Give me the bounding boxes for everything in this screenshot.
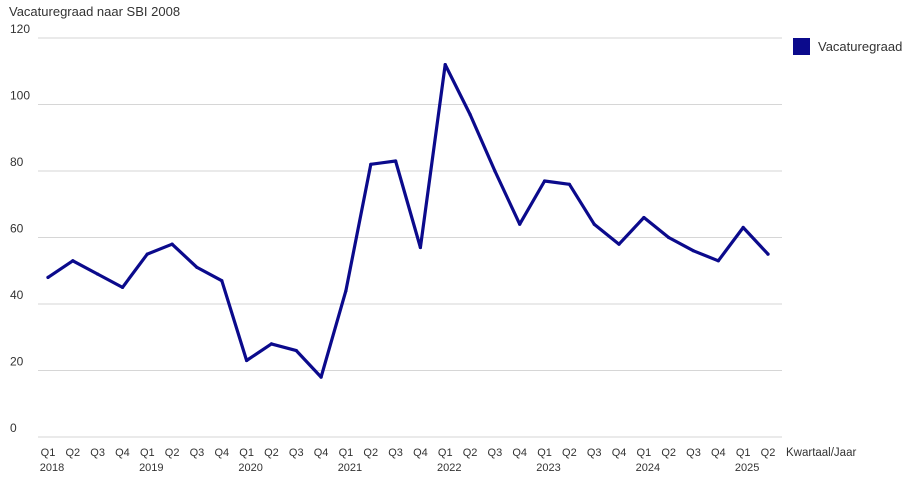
x-tick-label: Q1 bbox=[140, 447, 155, 459]
legend[interactable]: Vacaturegraad bbox=[793, 38, 902, 55]
series-layer bbox=[46, 62, 770, 379]
data-point[interactable] bbox=[96, 272, 100, 276]
series-line[interactable] bbox=[46, 62, 770, 379]
data-point[interactable] bbox=[71, 259, 75, 263]
x-tick-label: Q1 bbox=[239, 447, 254, 459]
data-point[interactable] bbox=[269, 342, 274, 346]
data-point[interactable] bbox=[170, 242, 174, 246]
y-axis-ticks: 0 20 40 60 80 100 120 bbox=[10, 22, 30, 435]
x-tick-label: Q1 bbox=[537, 447, 552, 459]
x-tick-label: Q4 bbox=[512, 447, 527, 459]
data-point[interactable] bbox=[766, 252, 770, 256]
x-axis-label: Kwartaal/Jaar bbox=[786, 447, 856, 459]
x-tick-label: Q1 bbox=[637, 447, 652, 459]
x-year-label: 2019 bbox=[139, 462, 163, 474]
y-tick-label: 40 bbox=[10, 288, 24, 302]
x-tick-label: Q4 bbox=[711, 447, 726, 459]
x-year-label: 2025 bbox=[735, 462, 759, 474]
y-tick-label: 120 bbox=[10, 22, 30, 36]
data-point[interactable] bbox=[294, 348, 298, 353]
x-tick-label: Q3 bbox=[190, 447, 205, 459]
x-tick-label: Q4 bbox=[413, 447, 428, 459]
x-year-label: 2023 bbox=[536, 462, 560, 474]
data-point[interactable] bbox=[418, 245, 423, 250]
data-point[interactable] bbox=[46, 275, 50, 279]
x-tick-label: Q4 bbox=[214, 447, 229, 459]
data-point[interactable] bbox=[145, 252, 149, 256]
x-tick-label: Q3 bbox=[388, 447, 403, 459]
data-point[interactable] bbox=[542, 179, 547, 183]
data-point[interactable] bbox=[691, 249, 696, 253]
x-year-label: 2024 bbox=[636, 462, 660, 474]
x-axis-ticks: Q1 Q2 Q3 Q4 Q1 Q2 Q3 Q4 Q1 Q2 Q3 Q4 Q1 Q2 Q3 Q4 Q1 Q2 Q3 Q4… bbox=[40, 447, 776, 474]
x-tick-label: Q2 bbox=[165, 447, 180, 459]
x-tick-label: Q2 bbox=[761, 447, 776, 459]
x-tick-label: Q2 bbox=[661, 447, 676, 459]
x-tick-label: Q1 bbox=[339, 447, 354, 459]
x-tick-label: Q2 bbox=[65, 447, 80, 459]
data-point[interactable] bbox=[741, 225, 745, 230]
x-year-label: 2018 bbox=[40, 462, 64, 474]
x-tick-label: Q3 bbox=[289, 447, 304, 459]
chart-title: Vacaturegraad naar SBI 2008 bbox=[9, 4, 180, 19]
x-tick-label: Q3 bbox=[488, 447, 503, 459]
data-point[interactable] bbox=[617, 242, 621, 246]
x-tick-label: Q1 bbox=[736, 447, 751, 459]
data-point[interactable] bbox=[468, 112, 472, 117]
x-tick-label: Q4 bbox=[612, 447, 627, 459]
x-tick-label: Q2 bbox=[463, 447, 478, 459]
data-point[interactable] bbox=[642, 215, 646, 220]
y-tick-label: 100 bbox=[10, 89, 30, 103]
data-point[interactable] bbox=[567, 182, 571, 186]
data-point[interactable] bbox=[667, 235, 671, 240]
data-point[interactable] bbox=[393, 159, 398, 163]
x-tick-label: Q2 bbox=[264, 447, 279, 459]
data-point[interactable] bbox=[716, 259, 720, 263]
x-tick-label: Q4 bbox=[115, 447, 130, 459]
y-tick-label: 60 bbox=[10, 222, 24, 236]
y-tick-label: 0 bbox=[10, 421, 17, 435]
data-point[interactable] bbox=[369, 162, 373, 166]
data-point[interactable] bbox=[592, 222, 596, 226]
x-year-label: 2021 bbox=[338, 462, 362, 474]
gridlines bbox=[38, 37, 782, 438]
legend-swatch bbox=[793, 38, 810, 55]
x-year-label: 2020 bbox=[238, 462, 262, 474]
x-tick-label: Q2 bbox=[363, 447, 378, 459]
y-tick-label: 20 bbox=[10, 355, 24, 369]
data-point[interactable] bbox=[344, 289, 348, 293]
data-point[interactable] bbox=[518, 222, 522, 226]
x-tick-label: Q3 bbox=[90, 447, 105, 459]
x-tick-label: Q4 bbox=[314, 447, 329, 459]
data-point[interactable] bbox=[195, 265, 199, 270]
x-tick-label: Q1 bbox=[41, 447, 56, 459]
data-point[interactable] bbox=[319, 375, 323, 379]
legend-label: Vacaturegraad bbox=[818, 39, 902, 54]
data-point[interactable] bbox=[245, 358, 249, 363]
x-year-label: 2022 bbox=[437, 462, 461, 474]
x-tick-label: Q3 bbox=[686, 447, 701, 459]
data-point[interactable] bbox=[120, 285, 125, 289]
y-tick-label: 80 bbox=[10, 155, 24, 169]
data-point[interactable] bbox=[443, 63, 447, 67]
x-tick-label: Q3 bbox=[587, 447, 602, 459]
data-point[interactable] bbox=[220, 279, 224, 283]
x-tick-label: Q2 bbox=[562, 447, 577, 459]
x-tick-label: Q1 bbox=[438, 447, 453, 459]
data-point[interactable] bbox=[493, 169, 497, 173]
